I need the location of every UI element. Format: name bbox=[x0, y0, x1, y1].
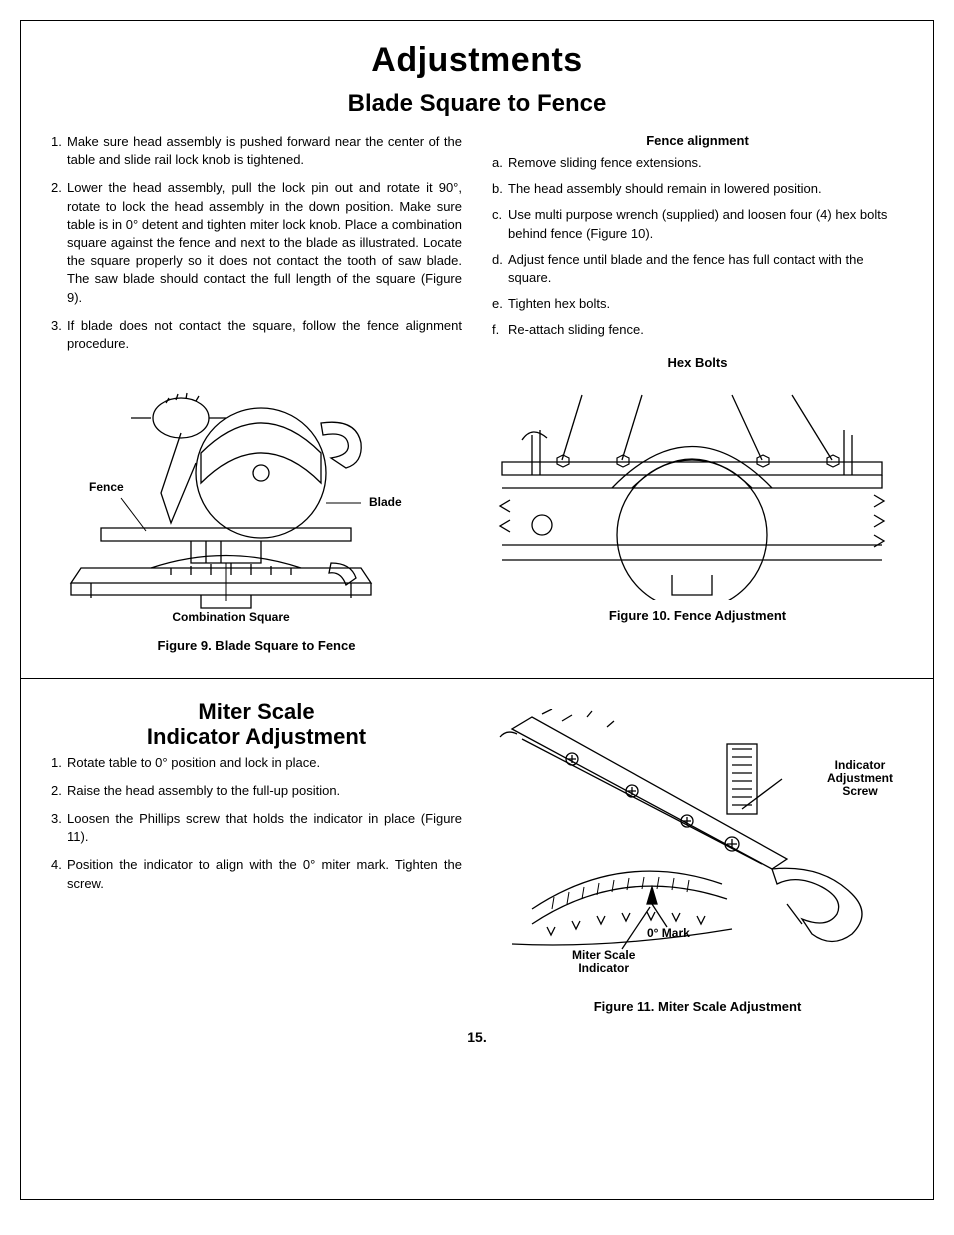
step-text: Raise the head assembly to the full-up p… bbox=[67, 782, 462, 800]
callout-hex-bolts: Hex Bolts bbox=[492, 355, 903, 370]
page-frame: Adjustments Blade Square to Fence 1.Make… bbox=[20, 20, 934, 1200]
step-text: Make sure head assembly is pushed forwar… bbox=[67, 133, 462, 169]
step-number: 4. bbox=[51, 856, 67, 892]
step-text: Loosen the Phillips screw that holds the… bbox=[67, 810, 462, 846]
callout-combo-square: Combination Square bbox=[161, 611, 301, 624]
list-item: d.Adjust fence until blade and the fence… bbox=[492, 251, 903, 287]
msi-l2: Indicator bbox=[578, 961, 629, 975]
main-title: Adjustments bbox=[51, 41, 903, 80]
list-item: f.Re-attach sliding fence. bbox=[492, 321, 903, 339]
step-letter: c. bbox=[492, 206, 508, 242]
step-letter: a. bbox=[492, 154, 508, 172]
figure-10: Figure 10. Fence Adjustment bbox=[492, 380, 903, 625]
step-letter: d. bbox=[492, 251, 508, 287]
step-number: 1. bbox=[51, 133, 67, 169]
ias-l2: Adjustment bbox=[827, 771, 893, 785]
section1-columns: 1.Make sure head assembly is pushed forw… bbox=[51, 133, 903, 653]
step-text: Lower the head assembly, pull the lock p… bbox=[67, 179, 462, 306]
list-item: 1.Make sure head assembly is pushed forw… bbox=[51, 133, 462, 169]
figure-11-caption: Figure 11. Miter Scale Adjustment bbox=[492, 999, 903, 1014]
callout-indicator-adjustment-screw: Indicator Adjustment Screw bbox=[827, 759, 893, 799]
step-text: Tighten hex bolts. bbox=[508, 295, 903, 313]
section1-left-steps: 1.Make sure head assembly is pushed forw… bbox=[51, 133, 462, 353]
section1-right-col: Fence alignment a.Remove sliding fence e… bbox=[492, 133, 903, 653]
step-text: Position the indicator to align with the… bbox=[67, 856, 462, 892]
callout-fence: Fence bbox=[89, 481, 124, 494]
step-text: Rotate table to 0° position and lock in … bbox=[67, 754, 462, 772]
section2-left-col: Miter Scale Indicator Adjustment 1.Rotat… bbox=[51, 699, 462, 1009]
step-number: 3. bbox=[51, 317, 67, 353]
section-divider bbox=[21, 678, 933, 679]
step-letter: e. bbox=[492, 295, 508, 313]
step-number: 2. bbox=[51, 782, 67, 800]
list-item: 2.Raise the head assembly to the full-up… bbox=[51, 782, 462, 800]
fence-alignment-heading: Fence alignment bbox=[492, 133, 903, 148]
callout-zero-mark: 0° Mark bbox=[647, 927, 690, 940]
list-item: 1.Rotate table to 0° position and lock i… bbox=[51, 754, 462, 772]
ias-l1: Indicator bbox=[835, 758, 886, 772]
figure-11-drawing bbox=[492, 709, 892, 969]
step-text: Adjust fence until blade and the fence h… bbox=[508, 251, 903, 287]
step-text: If blade does not contact the square, fo… bbox=[67, 317, 462, 353]
page-number: 15. bbox=[51, 1029, 903, 1045]
step-text: Remove sliding fence extensions. bbox=[508, 154, 903, 172]
step-letter: b. bbox=[492, 180, 508, 198]
section2-title-line2: Indicator Adjustment bbox=[147, 724, 366, 749]
figure-11: Indicator Adjustment Screw 0° Mark Miter… bbox=[492, 709, 903, 1009]
list-item: 3.If blade does not contact the square, … bbox=[51, 317, 462, 353]
step-number: 2. bbox=[51, 179, 67, 306]
callout-blade: Blade bbox=[369, 496, 402, 509]
step-number: 3. bbox=[51, 810, 67, 846]
section2-steps: 1.Rotate table to 0° position and lock i… bbox=[51, 754, 462, 893]
step-text: The head assembly should remain in lower… bbox=[508, 180, 903, 198]
section1-title: Blade Square to Fence bbox=[51, 90, 903, 118]
list-item: 3.Loosen the Phillips screw that holds t… bbox=[51, 810, 462, 846]
figure-9: Fence Blade Combination Square Figure 9.… bbox=[51, 363, 462, 653]
list-item: c.Use multi purpose wrench (supplied) an… bbox=[492, 206, 903, 242]
list-item: 2.Lower the head assembly, pull the lock… bbox=[51, 179, 462, 306]
list-item: e.Tighten hex bolts. bbox=[492, 295, 903, 313]
msi-l1: Miter Scale bbox=[572, 948, 635, 962]
section1-left-col: 1.Make sure head assembly is pushed forw… bbox=[51, 133, 462, 653]
list-item: b.The head assembly should remain in low… bbox=[492, 180, 903, 198]
figure-10-drawing bbox=[492, 380, 892, 600]
section1-right-steps: a.Remove sliding fence extensions. b.The… bbox=[492, 154, 903, 340]
list-item: 4.Position the indicator to align with t… bbox=[51, 856, 462, 892]
section2-title: Miter Scale Indicator Adjustment bbox=[51, 699, 462, 750]
step-text: Re-attach sliding fence. bbox=[508, 321, 903, 339]
callout-miter-scale-indicator: Miter Scale Indicator bbox=[572, 949, 635, 975]
section2-right-col: Indicator Adjustment Screw 0° Mark Miter… bbox=[492, 699, 903, 1009]
section2-columns: Miter Scale Indicator Adjustment 1.Rotat… bbox=[51, 699, 903, 1009]
ias-l3: Screw bbox=[842, 784, 877, 798]
figure-9-caption: Figure 9. Blade Square to Fence bbox=[51, 638, 462, 653]
figure-10-caption: Figure 10. Fence Adjustment bbox=[492, 608, 903, 623]
section2-title-line1: Miter Scale bbox=[198, 699, 314, 724]
list-item: a.Remove sliding fence extensions. bbox=[492, 154, 903, 172]
step-text: Use multi purpose wrench (supplied) and … bbox=[508, 206, 903, 242]
step-letter: f. bbox=[492, 321, 508, 339]
step-number: 1. bbox=[51, 754, 67, 772]
